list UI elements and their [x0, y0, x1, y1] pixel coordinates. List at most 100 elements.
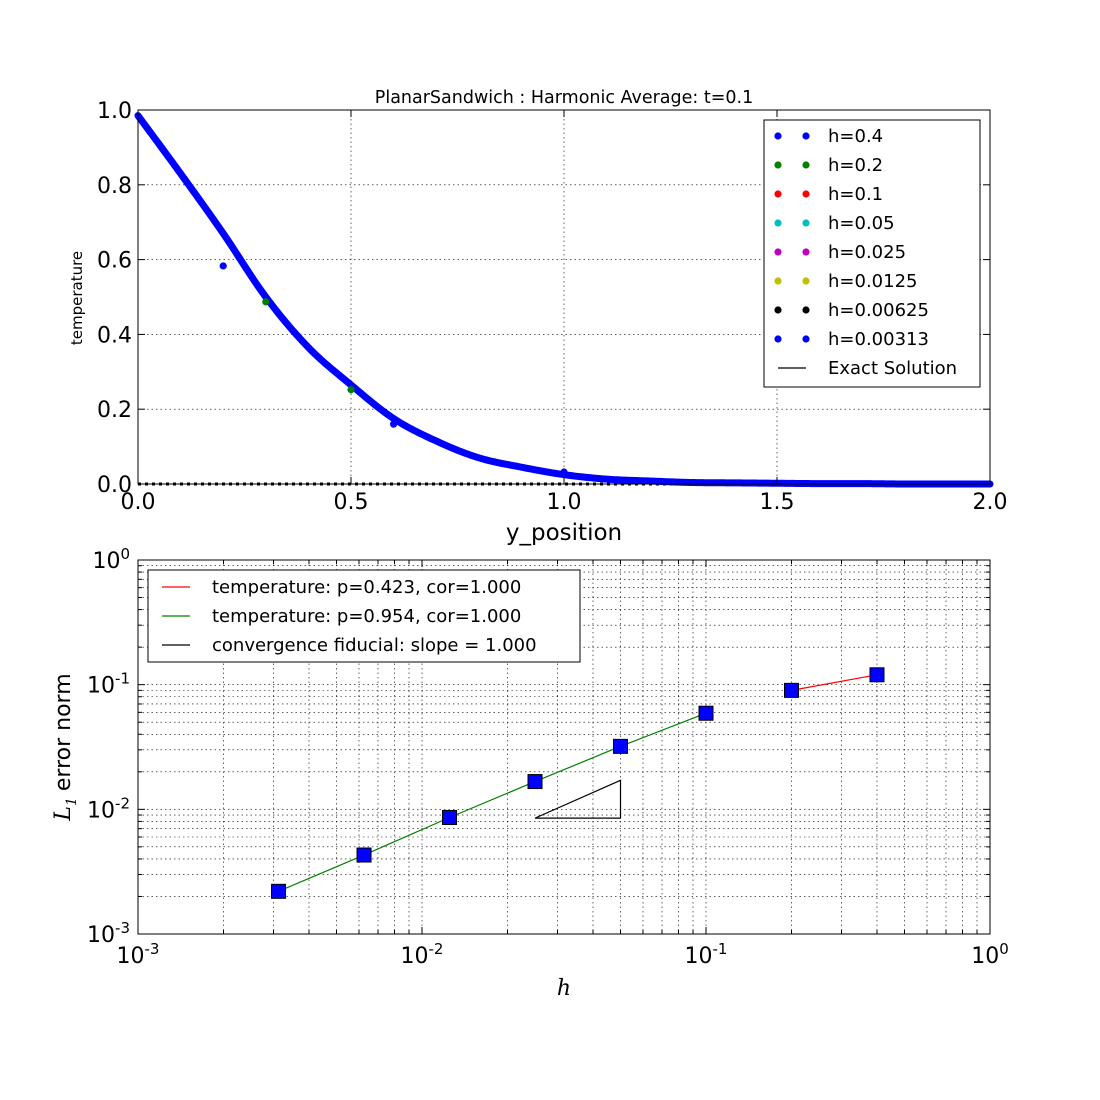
bottom-grid	[138, 560, 990, 934]
bottom-y-tick-label: 10-1	[87, 670, 130, 699]
top-ticks: 0.0 0.5 1.0 1.5 2.0 0.0 0.2 0.4 0.6 0.8 1.0	[97, 99, 1008, 515]
coarse-point	[262, 298, 270, 306]
legend-dot-swatch	[774, 306, 782, 314]
top-y-tick-label: 0.6	[97, 249, 132, 274]
bottom-legend: temperature: p=0.423, cor=1.000 temperatu…	[147, 569, 581, 663]
error-marker	[527, 774, 543, 790]
top-y-tick-label: 0.2	[97, 398, 132, 423]
legend-dot-swatch	[774, 335, 782, 343]
error-axis-text: error norm	[51, 673, 76, 791]
tick-base: 10	[87, 674, 115, 699]
legend-dot-swatch	[802, 161, 810, 169]
tick-exponent: -3	[145, 940, 160, 958]
legend-dot-swatch	[774, 219, 782, 227]
bottom-x-tick-label: 10-1	[685, 940, 728, 969]
error-axis-subscript: 1	[64, 797, 80, 806]
error-marker	[698, 705, 714, 721]
bottom-x-tick-label: 10-2	[401, 940, 444, 969]
error-marker	[613, 738, 629, 754]
legend-dot-swatch	[774, 132, 782, 140]
bottom-legend-box	[147, 569, 581, 663]
legend-label: h=0.05	[828, 213, 895, 234]
legend-dot-swatch	[802, 277, 810, 285]
tick-exponent: -1	[713, 940, 728, 958]
bottom-x-tick-label: 100	[971, 940, 1009, 969]
legend-label: h=0.4	[828, 126, 883, 147]
tick-base: 10	[971, 944, 999, 969]
top-y-tick-label: 0.8	[97, 174, 132, 199]
error-marker	[783, 682, 799, 698]
bottom-x-tick-label: 10-3	[117, 940, 160, 969]
top-legend: h=0.4 h=0.2 h=0.1 h=0.05 h=0.025 h=0.0125 h=0.…	[763, 119, 981, 388]
error-axis-label: L1 error norm	[51, 673, 80, 821]
legend-dot-swatch	[802, 248, 810, 256]
tick-exponent: -2	[115, 794, 130, 812]
top-grid	[138, 110, 990, 484]
legend-dot-swatch	[802, 190, 810, 198]
convergence-fiducial-triangle	[534, 779, 622, 819]
temperature-profile-panel: PlanarSandwich : Harmonic Average: t=0.1…	[68, 88, 1008, 546]
legend-dot-swatch	[802, 219, 810, 227]
chart-title: PlanarSandwich : Harmonic Average: t=0.1	[375, 88, 753, 108]
tick-exponent: -1	[115, 670, 130, 688]
legend-label: temperature: p=0.423, cor=1.000	[212, 577, 521, 598]
tick-base: 10	[117, 944, 145, 969]
legend-label: h=0.00313	[828, 329, 929, 350]
top-y-tick-label: 0.0	[97, 473, 132, 498]
tick-exponent: -3	[115, 919, 130, 937]
tick-exponent: 0	[120, 545, 130, 563]
top-x-tick-label: 2.0	[973, 490, 1008, 515]
bottom-axes-frame	[137, 559, 991, 935]
legend-dot-swatch	[774, 190, 782, 198]
top-legend-box	[763, 119, 981, 388]
legend-label: h=0.00625	[828, 300, 929, 321]
legend-label: h=0.1	[828, 184, 883, 205]
tick-base: 10	[92, 549, 120, 574]
tick-base: 10	[685, 944, 713, 969]
legend-dot-swatch	[802, 306, 810, 314]
legend-label: h=0.025	[828, 242, 906, 263]
error-marker	[356, 847, 372, 863]
x-axis-label: y_position	[506, 520, 622, 546]
legend-dot-swatch	[774, 277, 782, 285]
tick-exponent: -2	[429, 940, 444, 958]
error-marker	[869, 667, 885, 683]
tick-base: 10	[87, 923, 115, 948]
top-x-tick-label: 0.0	[121, 490, 156, 515]
fit-line	[791, 674, 878, 691]
tick-base: 10	[401, 944, 429, 969]
h-axis-label: h	[557, 976, 571, 1001]
legend-label: convergence fiducial: slope = 1.000	[212, 635, 537, 656]
bottom-y-tick-label: 100	[92, 545, 130, 574]
coarse-point	[219, 262, 227, 270]
tick-exponent: 0	[999, 940, 1009, 958]
coarse-point	[347, 386, 355, 394]
top-x-tick-label: 1.5	[760, 490, 795, 515]
legend-label: temperature: p=0.954, cor=1.000	[212, 606, 521, 627]
legend-label: h=0.2	[828, 155, 883, 176]
legend-dot-swatch	[802, 132, 810, 140]
coarse-point	[560, 468, 568, 476]
bottom-y-tick-label: 10-3	[87, 919, 130, 948]
error-marker	[442, 809, 458, 825]
legend-dot-swatch	[774, 161, 782, 169]
legend-dot-swatch	[774, 248, 782, 256]
coarse-point	[390, 420, 398, 428]
top-x-tick-label: 1.0	[547, 490, 582, 515]
error-axis-symbol: L	[51, 806, 76, 822]
tick-base: 10	[87, 798, 115, 823]
top-y-tick-label: 0.4	[97, 323, 132, 348]
top-y-tick-label: 1.0	[97, 99, 132, 124]
legend-label: h=0.0125	[828, 271, 917, 292]
y-axis-label: temperature	[68, 251, 86, 345]
fit-line	[278, 712, 707, 892]
bottom-data	[271, 667, 885, 899]
top-x-tick-label: 0.5	[334, 490, 369, 515]
legend-dot-swatch	[802, 335, 810, 343]
bottom-y-tick-label: 10-2	[87, 794, 130, 823]
error-marker	[271, 883, 287, 899]
legend-label: Exact Solution	[828, 358, 957, 379]
